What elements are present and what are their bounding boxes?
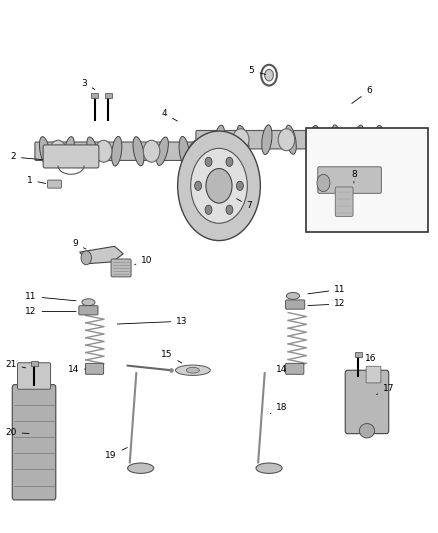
Text: 10: 10 bbox=[134, 256, 153, 265]
Text: 2: 2 bbox=[11, 152, 42, 161]
Text: 9: 9 bbox=[73, 239, 86, 249]
FancyBboxPatch shape bbox=[79, 306, 98, 315]
Circle shape bbox=[178, 131, 260, 240]
Text: 14: 14 bbox=[276, 365, 288, 374]
Ellipse shape bbox=[214, 125, 224, 154]
Text: 17: 17 bbox=[377, 384, 395, 394]
Circle shape bbox=[206, 168, 232, 203]
FancyBboxPatch shape bbox=[366, 366, 381, 383]
Ellipse shape bbox=[324, 129, 340, 151]
Text: 11: 11 bbox=[25, 292, 76, 301]
FancyBboxPatch shape bbox=[35, 142, 242, 160]
FancyBboxPatch shape bbox=[18, 363, 50, 389]
Text: 8: 8 bbox=[351, 170, 357, 183]
Ellipse shape bbox=[143, 140, 160, 162]
Ellipse shape bbox=[307, 125, 318, 154]
FancyBboxPatch shape bbox=[43, 145, 99, 168]
Circle shape bbox=[194, 181, 201, 190]
Circle shape bbox=[317, 174, 330, 191]
Bar bbox=[31, 361, 38, 366]
Ellipse shape bbox=[332, 125, 342, 155]
Text: 14: 14 bbox=[67, 365, 85, 374]
Ellipse shape bbox=[233, 129, 249, 151]
Circle shape bbox=[205, 205, 212, 214]
FancyBboxPatch shape bbox=[345, 370, 389, 434]
Ellipse shape bbox=[179, 136, 189, 166]
Ellipse shape bbox=[224, 137, 236, 165]
Circle shape bbox=[265, 69, 273, 81]
Ellipse shape bbox=[372, 129, 389, 151]
Bar bbox=[92, 93, 99, 98]
Ellipse shape bbox=[133, 136, 144, 166]
Circle shape bbox=[81, 251, 92, 265]
Ellipse shape bbox=[156, 137, 168, 165]
Ellipse shape bbox=[82, 299, 95, 306]
Ellipse shape bbox=[278, 129, 295, 151]
Text: 12: 12 bbox=[25, 307, 76, 316]
Text: 1: 1 bbox=[27, 175, 46, 184]
Ellipse shape bbox=[353, 125, 364, 154]
Text: 12: 12 bbox=[308, 300, 346, 309]
FancyBboxPatch shape bbox=[85, 364, 104, 374]
FancyBboxPatch shape bbox=[47, 180, 61, 188]
Text: 6: 6 bbox=[352, 86, 372, 103]
Text: 4: 4 bbox=[162, 109, 177, 121]
Text: 15: 15 bbox=[161, 350, 182, 363]
Ellipse shape bbox=[186, 367, 199, 373]
FancyBboxPatch shape bbox=[335, 187, 353, 216]
Ellipse shape bbox=[112, 136, 122, 166]
Ellipse shape bbox=[39, 136, 50, 166]
FancyBboxPatch shape bbox=[286, 300, 305, 309]
Text: 11: 11 bbox=[308, 285, 346, 294]
FancyBboxPatch shape bbox=[286, 364, 304, 374]
Text: 3: 3 bbox=[81, 79, 95, 90]
Bar bbox=[306, 128, 428, 232]
Text: 5: 5 bbox=[249, 66, 265, 75]
Circle shape bbox=[191, 148, 247, 223]
Text: 13: 13 bbox=[117, 317, 188, 326]
Ellipse shape bbox=[286, 293, 300, 300]
Text: 19: 19 bbox=[105, 448, 127, 460]
Text: 7: 7 bbox=[237, 199, 252, 211]
Circle shape bbox=[226, 157, 233, 166]
Ellipse shape bbox=[359, 424, 374, 438]
FancyBboxPatch shape bbox=[111, 259, 131, 277]
FancyBboxPatch shape bbox=[12, 385, 56, 500]
Ellipse shape bbox=[49, 140, 66, 162]
Circle shape bbox=[237, 181, 244, 190]
Text: 20: 20 bbox=[5, 428, 29, 437]
Ellipse shape bbox=[189, 140, 205, 162]
FancyBboxPatch shape bbox=[196, 131, 403, 149]
Ellipse shape bbox=[285, 125, 296, 154]
Text: 21: 21 bbox=[5, 360, 26, 369]
Ellipse shape bbox=[87, 137, 99, 165]
Bar bbox=[355, 352, 362, 357]
Ellipse shape bbox=[256, 463, 282, 473]
Ellipse shape bbox=[176, 365, 210, 375]
Ellipse shape bbox=[237, 125, 249, 154]
Text: 16: 16 bbox=[365, 354, 376, 363]
Ellipse shape bbox=[95, 140, 112, 162]
Ellipse shape bbox=[203, 136, 214, 166]
Ellipse shape bbox=[376, 125, 388, 154]
FancyBboxPatch shape bbox=[318, 167, 381, 193]
Ellipse shape bbox=[64, 136, 74, 166]
Ellipse shape bbox=[127, 463, 154, 473]
Text: 18: 18 bbox=[270, 403, 288, 414]
Bar bbox=[105, 93, 112, 98]
Ellipse shape bbox=[262, 125, 272, 155]
Circle shape bbox=[205, 157, 212, 166]
Polygon shape bbox=[80, 246, 123, 264]
Circle shape bbox=[226, 205, 233, 214]
